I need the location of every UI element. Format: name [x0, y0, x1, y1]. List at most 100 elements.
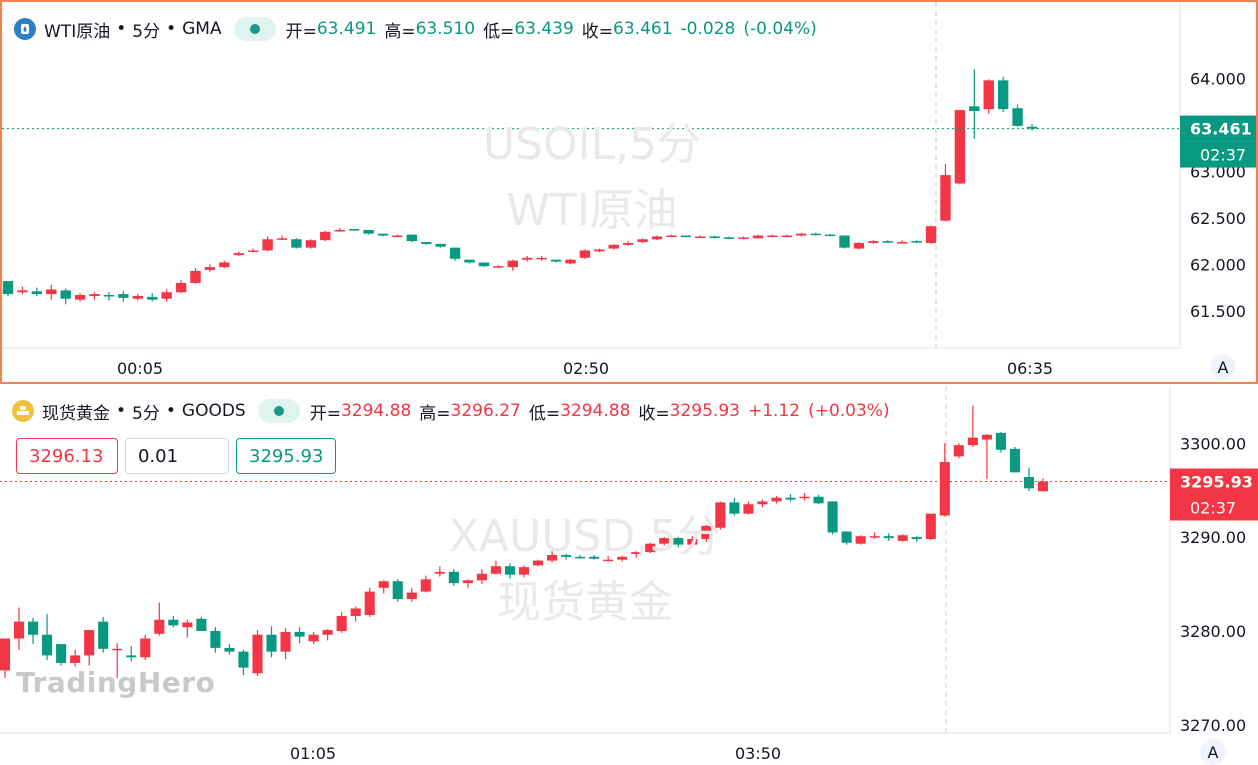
oil-drop-icon [14, 18, 36, 40]
candle-body [182, 622, 193, 628]
candle-body [969, 106, 980, 111]
y-tick-label: 62.500 [1190, 209, 1246, 228]
candle-body [997, 80, 1009, 110]
candle-body [868, 241, 879, 243]
candle-body [161, 292, 172, 299]
candle-body [522, 257, 533, 260]
candle [168, 615, 179, 628]
candle [224, 644, 235, 655]
candle [925, 513, 936, 540]
candle-body [196, 618, 207, 631]
candle [112, 643, 123, 678]
candle [813, 494, 824, 505]
candle-body [118, 294, 129, 298]
candle-body [60, 290, 71, 299]
candle [981, 433, 992, 479]
candle-body [0, 638, 11, 671]
candle-body [46, 289, 57, 295]
candle-body [911, 537, 922, 540]
auto-scale-button[interactable]: A [1210, 354, 1236, 380]
wti-symbol-name[interactable]: WTI原油 [44, 21, 111, 42]
candle-body [855, 536, 866, 544]
candle-body [493, 266, 504, 268]
candle-body [478, 262, 490, 267]
buy-price-button[interactable]: 3295.93 [236, 438, 336, 474]
candle [637, 238, 648, 243]
candle [28, 617, 39, 645]
candle-body [723, 237, 735, 239]
candle-body [767, 235, 778, 238]
y-tick-label: 64.000 [1190, 69, 1246, 88]
candle [589, 554, 600, 560]
wti-chart-pane[interactable]: 61.500 62.000 62.500 63.000 64.000 00:05 02:50… [0, 0, 1258, 384]
candle [536, 255, 547, 261]
candle-body [504, 566, 516, 575]
wti-watermark-name: WTI原油 [506, 185, 678, 236]
candle-body [561, 554, 572, 557]
gold-candlestick-chart[interactable]: 3270.00 3280.00 3290.00 3300.00 01:05 03:50 32… [0, 386, 1258, 765]
candle-body [532, 560, 544, 566]
open-label: 开= [285, 21, 317, 42]
candle [939, 443, 950, 517]
candle-body [953, 445, 964, 457]
candle-body [238, 651, 249, 668]
close-label: 收= [581, 21, 614, 42]
candle-body [738, 237, 749, 239]
visibility-toggle[interactable] [233, 17, 276, 41]
candle [31, 287, 43, 296]
gold-interval[interactable]: 5分 [132, 403, 160, 424]
candle [757, 499, 768, 508]
candle-body [103, 295, 115, 297]
candle [969, 69, 980, 139]
candle [98, 616, 109, 653]
tradinghero-logo: TradingHero [16, 666, 216, 699]
candle [336, 612, 347, 633]
candle-body [364, 591, 375, 616]
gold-symbol-name[interactable]: 现货黄金 [42, 403, 110, 424]
visibility-toggle[interactable] [257, 399, 300, 423]
candle [723, 236, 735, 240]
candle-body [709, 236, 720, 238]
candle-body [594, 249, 605, 252]
open-value: 63.491 [316, 19, 377, 39]
candle [925, 225, 937, 244]
candle-body [743, 504, 754, 514]
candle-body [56, 644, 67, 663]
candle [74, 293, 86, 302]
sell-price-button[interactable]: 3296.13 [16, 438, 118, 474]
candle-body [810, 233, 821, 236]
change-value: +1.12 [747, 401, 801, 421]
wti-interval[interactable]: 5分 [132, 21, 161, 42]
candle [575, 554, 586, 559]
candle-body [448, 571, 459, 584]
open-value: 3294.88 [340, 401, 412, 421]
candle [233, 251, 244, 256]
candle [666, 234, 677, 238]
candle-body [925, 226, 937, 243]
change-value: -0.028 [680, 19, 736, 39]
candle [219, 260, 230, 269]
candle [140, 634, 151, 661]
auto-scale-button[interactable]: A [1200, 739, 1226, 765]
candle [810, 232, 821, 236]
x-tick-label: 02:50 [563, 359, 609, 378]
candle [911, 240, 922, 243]
candle-body [320, 231, 331, 241]
candle [132, 294, 143, 301]
candle [1037, 478, 1049, 492]
candle [377, 233, 389, 237]
candle [476, 569, 487, 585]
countdown-label: 02:37 [1200, 146, 1246, 165]
candle-body [154, 619, 165, 634]
candle-body [224, 647, 235, 652]
candle [406, 587, 417, 602]
eye-icon [249, 24, 260, 34]
countdown-badge [1180, 141, 1256, 168]
candle [493, 265, 504, 269]
candle-body [897, 535, 908, 541]
candle [504, 563, 516, 579]
quantity-input[interactable]: 0.01 [125, 438, 229, 474]
candle [462, 579, 473, 588]
gold-chart-pane[interactable]: 3270.00 3280.00 3290.00 3300.00 01:05 03:50 32… [0, 386, 1258, 765]
